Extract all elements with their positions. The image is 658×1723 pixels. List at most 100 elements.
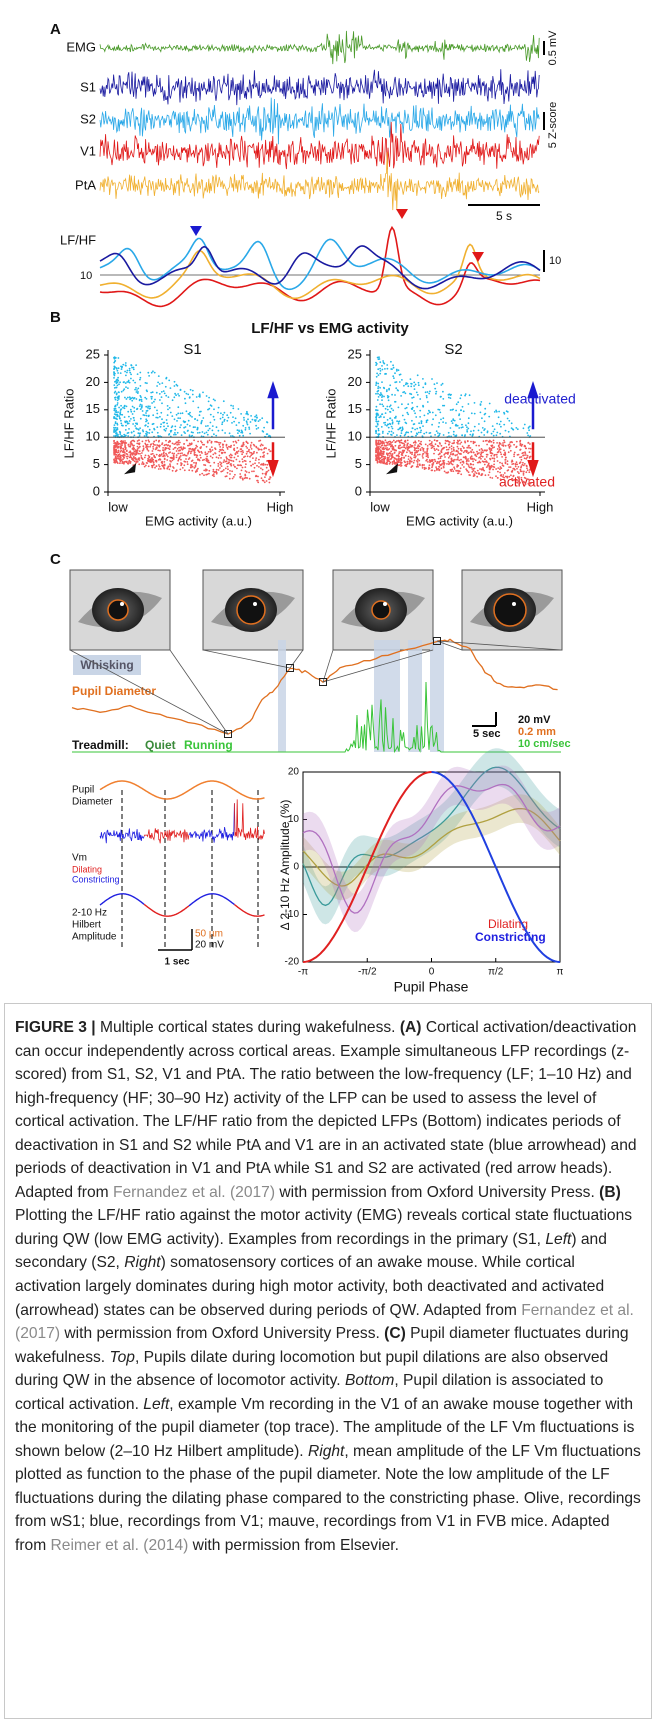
dot (226, 457, 229, 460)
dot (375, 375, 378, 378)
dot (453, 439, 455, 442)
dot (428, 411, 431, 414)
dot (467, 403, 470, 405)
dot (499, 471, 501, 474)
dot (127, 444, 130, 446)
dot (209, 455, 212, 458)
dot (447, 431, 450, 434)
dot (394, 441, 397, 443)
dot (173, 443, 176, 445)
dot (520, 456, 523, 458)
dot (462, 456, 465, 459)
dot (395, 368, 398, 371)
dot (251, 453, 254, 455)
dot (483, 449, 486, 452)
dot (119, 381, 121, 384)
dot (233, 465, 236, 468)
dot (159, 415, 161, 418)
trace (99, 243, 541, 300)
dot (402, 391, 404, 394)
dot (389, 452, 391, 454)
caption-link[interactable]: Fernandez et al. (2017) (112, 1183, 276, 1201)
dot (375, 451, 377, 454)
dot (148, 432, 151, 434)
caption-link[interactable]: Fernandez et al. (2017) (15, 1301, 634, 1343)
dot (391, 427, 394, 430)
dot (414, 451, 417, 454)
trace-label: Dilating (72, 864, 102, 874)
dot (450, 462, 453, 465)
dot (485, 456, 488, 458)
dot (443, 446, 446, 449)
pupil (236, 595, 266, 625)
dot (126, 457, 129, 460)
dot (115, 367, 118, 370)
scale-label: 10 cm/sec (518, 738, 571, 750)
dot (157, 458, 160, 461)
dot (193, 461, 195, 464)
dot (236, 447, 239, 449)
dot (426, 450, 428, 453)
dot (461, 464, 464, 466)
dot (256, 479, 259, 482)
dot (119, 440, 122, 443)
dot (483, 434, 486, 436)
dot (451, 422, 454, 424)
dot (266, 421, 269, 424)
dot (126, 381, 129, 383)
dot (437, 457, 440, 460)
dot (145, 439, 147, 442)
dot (460, 441, 463, 444)
caption-text: (C) (384, 1325, 406, 1343)
dot (259, 455, 262, 458)
dot (117, 357, 120, 359)
dot (377, 387, 379, 390)
dot (525, 471, 528, 474)
dot (143, 414, 146, 417)
trace (234, 799, 265, 841)
dot (383, 387, 386, 390)
dot (452, 446, 455, 449)
dot (375, 361, 377, 364)
dot (512, 462, 515, 465)
dot (183, 464, 186, 467)
dot (231, 435, 234, 437)
dot (267, 469, 270, 472)
dot (522, 474, 525, 476)
dot (471, 471, 474, 473)
dot (375, 443, 378, 446)
dot (118, 430, 121, 433)
dot (113, 377, 115, 379)
caption-text: Multiple cortical states during wakefuln… (95, 1019, 400, 1036)
dot (125, 374, 127, 377)
dot (224, 467, 227, 470)
dot (411, 419, 413, 422)
dot (263, 481, 266, 484)
dot (144, 396, 147, 399)
dot (457, 472, 460, 474)
dot (179, 426, 182, 429)
dot (377, 396, 380, 398)
dot (397, 422, 400, 425)
dot (208, 396, 211, 399)
dot (163, 466, 165, 469)
dot (496, 456, 498, 458)
dot (248, 426, 251, 429)
dot (389, 461, 392, 464)
dot (392, 375, 395, 378)
state-label: deactivated (504, 391, 576, 407)
dot (253, 470, 255, 473)
dot (177, 417, 180, 419)
dot (425, 395, 428, 397)
dot (415, 447, 418, 450)
dot (386, 432, 389, 435)
dot (212, 415, 215, 418)
dot (428, 443, 431, 446)
dot (472, 468, 475, 470)
dot (393, 460, 395, 463)
dot (167, 441, 170, 444)
dot (228, 454, 231, 457)
caption-link[interactable]: Reimer et al. (2014) (50, 1537, 189, 1555)
dot (125, 398, 128, 400)
dot (426, 454, 429, 457)
